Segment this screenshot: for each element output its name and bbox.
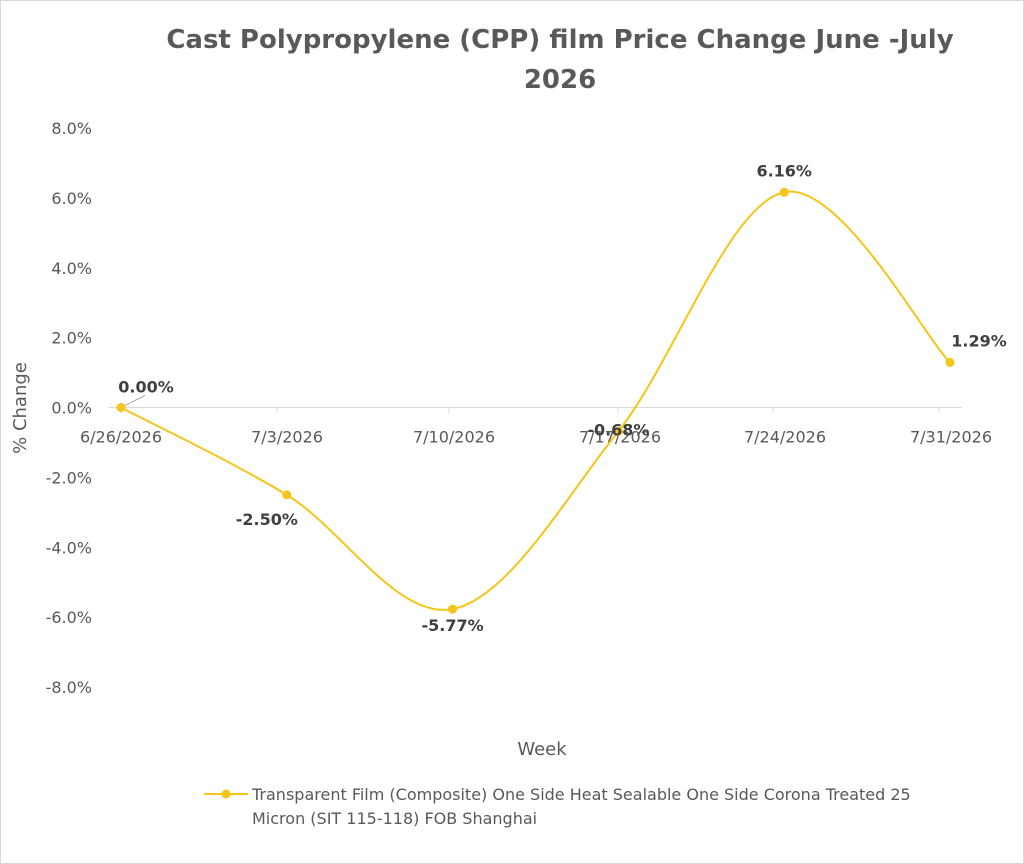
x-tick-label: 6/26/2026 [80, 428, 162, 447]
chart-title: Cast Polypropylene (CPP) film Price Chan… [166, 25, 954, 95]
data-point [945, 357, 955, 367]
data-label: 6.16% [756, 161, 812, 180]
y-axis-title: % Change [10, 362, 31, 454]
y-tick-label: 8.0% [51, 119, 92, 138]
data-point [116, 403, 126, 412]
data-label: 0.00% [118, 378, 174, 397]
y-tick-label: 4.0% [51, 259, 92, 278]
data-label: -5.77% [422, 616, 484, 635]
x-tick-label: 7/31/2026 [910, 428, 992, 447]
y-tick-label: 2.0% [51, 329, 92, 348]
y-tick-label: -4.0% [46, 538, 92, 557]
data-point [448, 604, 458, 614]
x-tick-label: 7/24/2026 [744, 428, 826, 447]
x-tick-label: 7/3/2026 [251, 428, 323, 447]
data-point [282, 490, 292, 500]
data-label: -0.68% [587, 420, 649, 439]
y-tick-label: 6.0% [51, 189, 92, 208]
y-tick-label: -6.0% [46, 608, 92, 627]
y-tick-label: -2.0% [46, 468, 92, 487]
data-label: -2.50% [236, 510, 298, 529]
data-point [613, 426, 623, 436]
x-tick-label: 7/17/2026 [579, 428, 661, 447]
y-tick-label: 0.0% [51, 399, 92, 418]
x-tick-label: 7/10/2026 [413, 428, 495, 447]
data-label: 1.29% [951, 331, 1007, 350]
legend-marker [204, 789, 248, 799]
series-line [120, 190, 951, 611]
y-tick-label: -8.0% [46, 678, 92, 697]
data-point [779, 187, 789, 197]
x-axis-title: Week [517, 739, 567, 760]
legend-label: Transparent Film (Composite) One Side He… [252, 785, 911, 828]
